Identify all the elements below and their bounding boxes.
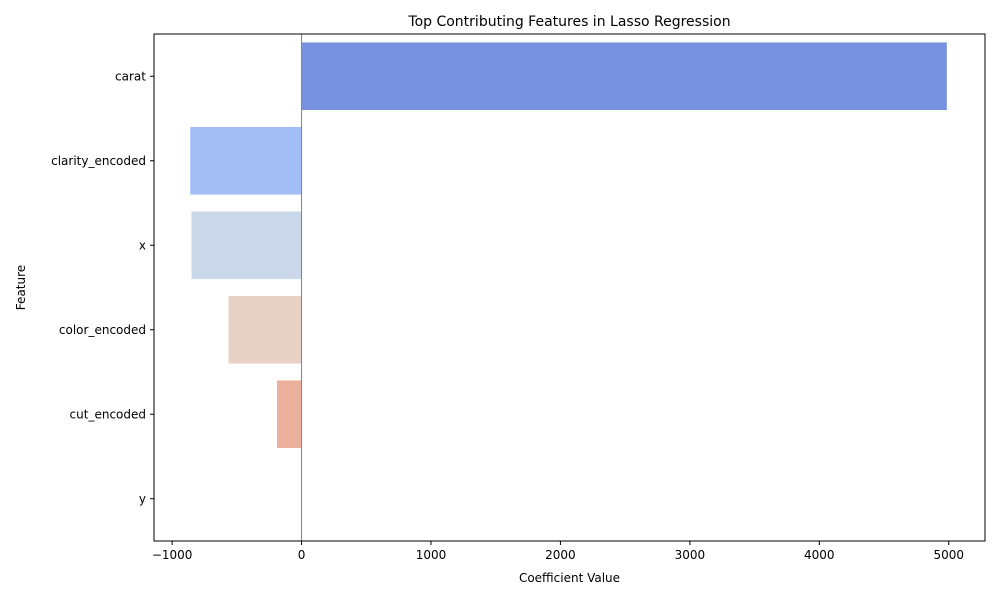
x-tick-label: 0 bbox=[298, 548, 306, 562]
y-tick-label: carat bbox=[115, 69, 146, 83]
x-tick-label: 4000 bbox=[804, 548, 835, 562]
chart-title: Top Contributing Features in Lasso Regre… bbox=[407, 14, 730, 30]
x-tick-label: 2000 bbox=[545, 548, 576, 562]
bar-x bbox=[191, 211, 302, 280]
bar-clarity-encoded bbox=[190, 126, 302, 195]
bar-color-encoded bbox=[228, 295, 302, 364]
y-tick-label: x bbox=[139, 238, 146, 252]
x-tick-label: 1000 bbox=[416, 548, 447, 562]
y-tick-label: y bbox=[139, 492, 146, 506]
y-axis-label: Feature bbox=[14, 265, 28, 310]
plot-bars bbox=[190, 42, 947, 449]
x-axis: −1000 0 1000 2000 3000 4000 5000 bbox=[152, 541, 964, 562]
x-axis-label: Coefficient Value bbox=[519, 571, 620, 585]
y-tick-label: color_encoded bbox=[59, 323, 146, 337]
plot-frame bbox=[153, 33, 986, 542]
y-tick-label: clarity_encoded bbox=[51, 154, 146, 168]
x-tick-label: 3000 bbox=[675, 548, 706, 562]
x-tick-label: 5000 bbox=[933, 548, 964, 562]
bar-carat bbox=[301, 42, 947, 111]
x-tick-label: −1000 bbox=[152, 548, 193, 562]
bar-cut-encoded bbox=[276, 380, 302, 449]
y-tick-label: cut_encoded bbox=[70, 407, 146, 421]
